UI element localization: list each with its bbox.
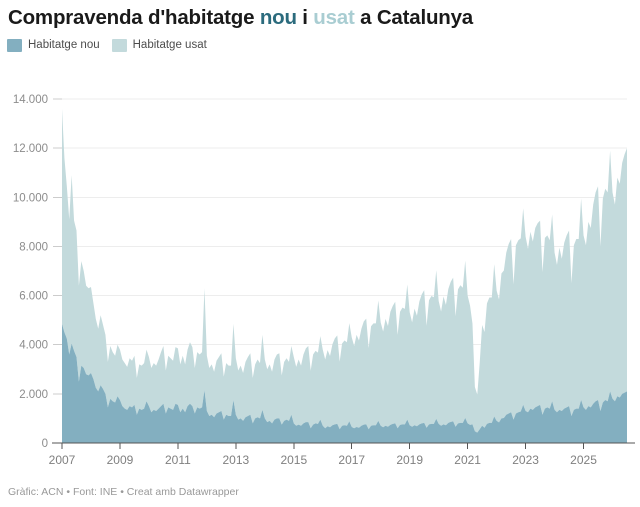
legend-item-habitatge-nou[interactable]: Habitatge nou bbox=[7, 39, 100, 52]
page-title: Compravenda d'habitatge nou i usat a Cat… bbox=[8, 6, 473, 30]
y-axis-tick-label: 6.000 bbox=[19, 291, 48, 303]
y-axis-tick-label: 10.000 bbox=[13, 192, 48, 204]
legend-item-habitatge-usat[interactable]: Habitatge usat bbox=[111, 39, 207, 52]
y-axis-tick-label: 8.000 bbox=[19, 241, 48, 253]
x-axis-tick-label: 2021 bbox=[454, 453, 481, 467]
x-axis-tick-label: 2023 bbox=[512, 453, 539, 467]
x-axis-tick-label: 2015 bbox=[280, 453, 307, 467]
stacked-area-chart[interactable]: 02.0004.0006.0008.00010.00012.00014.000 … bbox=[0, 88, 640, 468]
legend-label-habitatge-nou: Habitatge nou bbox=[28, 39, 100, 51]
x-axis-tick-label: 2013 bbox=[222, 453, 249, 467]
x-axis-tick-label: 2017 bbox=[338, 453, 365, 467]
chart-footer-credits: Gràfic: ACN • Font: INE • Creat amb Data… bbox=[8, 486, 239, 498]
x-axis-tick-label: 2025 bbox=[570, 453, 597, 467]
area-series-habitatge-nou[interactable] bbox=[62, 323, 627, 443]
y-axis-tick-label: 2.000 bbox=[19, 389, 48, 401]
title-segment-usat: usat bbox=[313, 6, 355, 29]
y-axis-tick-label: 4.000 bbox=[19, 340, 48, 352]
x-axis-tick-label: 2009 bbox=[107, 453, 134, 467]
y-axis-labels: 0 2.000 4.000 6.000 8.000 10.000 12.000 14.000 bbox=[13, 94, 48, 450]
title-segment-nou: nou bbox=[259, 6, 297, 29]
x-axis-tick-label: 2011 bbox=[165, 453, 191, 467]
y-axis-tick-label: 0 bbox=[42, 438, 48, 450]
legend-swatch-habitatge-usat bbox=[111, 39, 127, 52]
x-axis-tick-label: 2019 bbox=[396, 453, 423, 467]
legend-swatch-habitatge-nou bbox=[7, 39, 22, 52]
title-segment-plain-3: a Catalunya bbox=[354, 6, 474, 29]
axes bbox=[52, 98, 635, 449]
title-segment-plain-1: Compravenda d'habitatge bbox=[8, 6, 260, 29]
gridlines bbox=[62, 98, 627, 395]
legend-label-habitatge-usat: Habitatge usat bbox=[132, 39, 207, 51]
area-series-layer bbox=[62, 108, 627, 443]
chart-plot-container[interactable]: 0 2.000 4.000 6.000 8.000 10.000 12.000 14.000 … bbox=[0, 88, 640, 468]
area-series-habitatge-usat[interactable] bbox=[62, 108, 627, 433]
title-segment-plain-2: i bbox=[296, 6, 314, 29]
y-axis-tick-label: 14.000 bbox=[13, 94, 48, 106]
y-axis-tick-label: 12.000 bbox=[13, 143, 48, 155]
x-axis-labels: 2007 2009 2011 2013 2015 2017 2019 2021 2023 2025 bbox=[49, 453, 598, 467]
chart-legend: Habitatge nou Habitatge usat bbox=[7, 39, 207, 52]
x-axis-tick-label: 2007 bbox=[49, 453, 76, 467]
